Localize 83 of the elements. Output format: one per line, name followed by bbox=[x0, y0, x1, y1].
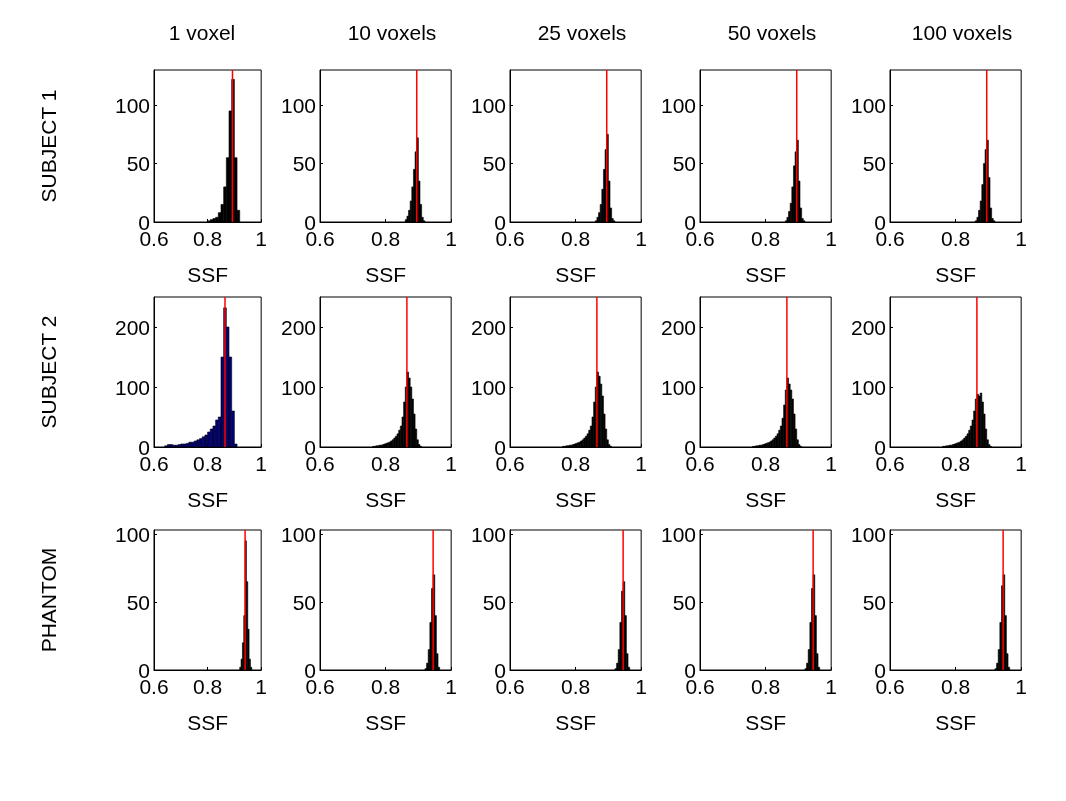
y-tick-label: 50 bbox=[672, 590, 696, 614]
x-tick-label: 0.8 bbox=[940, 452, 971, 475]
x-tick-label: 0.8 bbox=[370, 227, 401, 250]
x-axis-title: SSF bbox=[745, 711, 786, 734]
y-tick-label: 100 bbox=[114, 522, 150, 546]
x-tick-label: 0.8 bbox=[560, 452, 591, 475]
x-axis-title: SSF bbox=[935, 488, 976, 511]
y-tick-label: 100 bbox=[470, 93, 506, 117]
y-tick-label: 200 bbox=[470, 315, 506, 339]
x-tick-label: 0.8 bbox=[750, 452, 781, 475]
x-axis-title: SSF bbox=[365, 263, 406, 286]
y-tick-label: 50 bbox=[126, 590, 150, 614]
x-tick-label: 0.8 bbox=[940, 675, 971, 698]
y-tick-label: 200 bbox=[280, 315, 316, 339]
x-tick-label: 1 bbox=[445, 227, 457, 250]
x-tick-label: 0.8 bbox=[192, 675, 223, 698]
y-tick-label: 50 bbox=[482, 590, 506, 614]
chart-title: 10 voxels bbox=[347, 21, 437, 44]
y-tick-label: 200 bbox=[850, 315, 886, 339]
y-tick-label: 200 bbox=[660, 315, 696, 339]
y-tick-label: 50 bbox=[126, 152, 150, 176]
x-axis-title: SSF bbox=[365, 488, 406, 511]
x-axis-title: SSF bbox=[935, 711, 976, 734]
y-tick-label: 100 bbox=[114, 93, 150, 117]
x-tick-label: 1 bbox=[825, 452, 837, 475]
y-axis-title: PHANTOM bbox=[37, 547, 60, 653]
y-tick-label: 100 bbox=[280, 375, 316, 399]
chart-title: 25 voxels bbox=[537, 21, 627, 44]
x-tick-label: 0.8 bbox=[750, 675, 781, 698]
x-tick-label: 0.8 bbox=[192, 452, 223, 475]
x-axis-title: SSF bbox=[555, 488, 596, 511]
y-tick-label: 100 bbox=[470, 375, 506, 399]
x-tick-label: 1 bbox=[255, 452, 267, 475]
y-tick-label: 50 bbox=[862, 590, 886, 614]
x-tick-label: 1 bbox=[825, 227, 837, 250]
chart-title: 100 voxels bbox=[911, 21, 1013, 44]
y-tick-label: 50 bbox=[482, 152, 506, 176]
x-axis-title: SSF bbox=[187, 488, 228, 511]
x-tick-label: 0.8 bbox=[370, 675, 401, 698]
x-axis-title: SSF bbox=[745, 488, 786, 511]
y-tick-label: 100 bbox=[280, 522, 316, 546]
y-tick-label: 50 bbox=[672, 152, 696, 176]
y-tick-label: 200 bbox=[114, 315, 150, 339]
x-axis-title: SSF bbox=[187, 711, 228, 734]
x-tick-label: 0.8 bbox=[560, 227, 591, 250]
x-axis-title: SSF bbox=[745, 263, 786, 286]
x-axis-title: SSF bbox=[187, 263, 228, 286]
x-tick-label: 1 bbox=[445, 452, 457, 475]
y-tick-label: 100 bbox=[660, 375, 696, 399]
x-tick-label: 0.8 bbox=[750, 227, 781, 250]
x-tick-label: 1 bbox=[255, 675, 267, 698]
y-tick-label: 100 bbox=[280, 93, 316, 117]
y-axis-title: SUBJECT 1 bbox=[37, 89, 60, 203]
y-tick-label: 50 bbox=[862, 152, 886, 176]
x-tick-label: 0.8 bbox=[192, 227, 223, 250]
y-tick-label: 100 bbox=[660, 522, 696, 546]
x-tick-label: 0.8 bbox=[940, 227, 971, 250]
x-tick-label: 1 bbox=[1015, 675, 1027, 698]
y-tick-label: 100 bbox=[850, 522, 886, 546]
y-tick-label: 50 bbox=[292, 152, 316, 176]
x-tick-label: 1 bbox=[445, 675, 457, 698]
y-tick-label: 50 bbox=[292, 590, 316, 614]
x-tick-label: 1 bbox=[255, 227, 267, 250]
x-axis-title: SSF bbox=[935, 263, 976, 286]
y-tick-label: 100 bbox=[114, 375, 150, 399]
y-tick-label: 100 bbox=[660, 93, 696, 117]
x-tick-label: 1 bbox=[635, 452, 647, 475]
chart-title: 50 voxels bbox=[727, 21, 817, 44]
x-axis-title: SSF bbox=[555, 711, 596, 734]
x-tick-label: 1 bbox=[1015, 452, 1027, 475]
x-tick-label: 1 bbox=[635, 227, 647, 250]
y-tick-label: 100 bbox=[850, 93, 886, 117]
y-tick-label: 100 bbox=[850, 375, 886, 399]
x-axis-title: SSF bbox=[555, 263, 596, 286]
y-tick-label: 100 bbox=[470, 522, 506, 546]
y-axis-title: SUBJECT 2 bbox=[37, 315, 60, 429]
x-tick-label: 0.8 bbox=[560, 675, 591, 698]
chart-title: 1 voxel bbox=[168, 21, 236, 44]
x-tick-label: 1 bbox=[635, 675, 647, 698]
x-tick-label: 0.8 bbox=[370, 452, 401, 475]
x-tick-label: 1 bbox=[825, 675, 837, 698]
x-axis-title: SSF bbox=[365, 711, 406, 734]
x-tick-label: 1 bbox=[1015, 227, 1027, 250]
